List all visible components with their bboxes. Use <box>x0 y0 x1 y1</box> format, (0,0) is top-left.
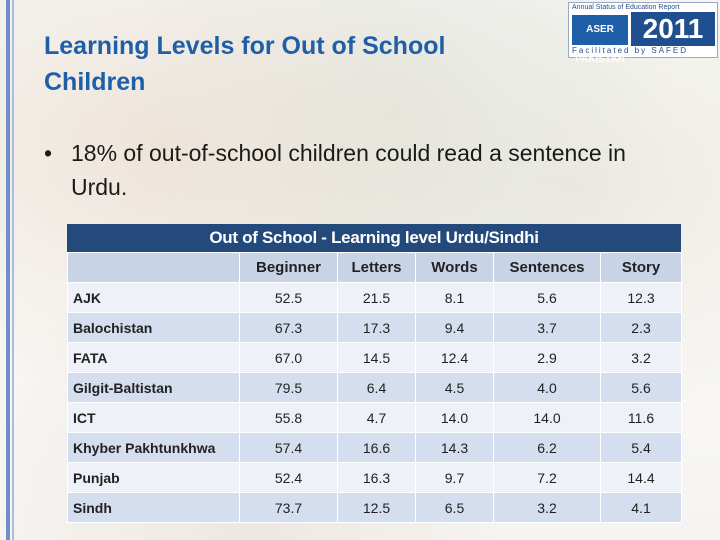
table-cell: 5.4 <box>600 432 682 463</box>
table-cell: 4.1 <box>600 492 682 523</box>
table-cell: 3.2 <box>493 492 601 523</box>
table-cell: 7.2 <box>493 462 601 493</box>
table-row: AJK 52.5 21.5 8.1 5.6 12.3 <box>67 282 682 313</box>
bullet-icon: • <box>44 140 53 166</box>
table-cell: 2.9 <box>493 342 601 373</box>
table-cell: 3.2 <box>600 342 682 373</box>
table-cell: 52.5 <box>239 282 338 313</box>
table-cell: 4.7 <box>337 402 416 433</box>
bullet-text: 18% of out-of-school children could read… <box>71 140 626 200</box>
table-cell: 14.5 <box>337 342 416 373</box>
table-row: Punjab 52.4 16.3 9.7 7.2 14.4 <box>67 462 682 493</box>
table-row: FATA 67.0 14.5 12.4 2.9 3.2 <box>67 342 682 373</box>
row-label: AJK <box>67 282 240 313</box>
table-cell: 4.0 <box>493 372 601 403</box>
table-cell: 5.6 <box>600 372 682 403</box>
table-cell: 17.3 <box>337 312 416 343</box>
table-cell: 57.4 <box>239 432 338 463</box>
table-cell: 9.4 <box>415 312 494 343</box>
aser-logo: Annual Status of Education Report ASER P… <box>568 2 718 65</box>
table-cell: 73.7 <box>239 492 338 523</box>
row-label: Balochistan <box>67 312 240 343</box>
data-table: Beginner Letters Words Sentences Story A… <box>67 252 682 523</box>
table-cell: 67.0 <box>239 342 338 373</box>
table-cell: 55.8 <box>239 402 338 433</box>
table-cell: 8.1 <box>415 282 494 313</box>
table-row: Khyber Pakhtunkhwa 57.4 16.6 14.3 6.2 5.… <box>67 432 682 463</box>
table-cell: 5.6 <box>493 282 601 313</box>
column-header-beginner: Beginner <box>239 252 338 283</box>
table-cell: 12.3 <box>600 282 682 313</box>
bullet-point: • 18% of out-of-school children could re… <box>44 136 664 204</box>
table-cell: 4.5 <box>415 372 494 403</box>
table-row: Sindh 73.7 12.5 6.5 3.2 4.1 <box>67 492 682 523</box>
row-label: Khyber Pakhtunkhwa <box>67 432 240 463</box>
row-label: Gilgit-Baltistan <box>67 372 240 403</box>
left-accent-bar-thin <box>12 0 14 540</box>
table-cell: 67.3 <box>239 312 338 343</box>
table-cell: 12.5 <box>337 492 416 523</box>
row-label: ICT <box>67 402 240 433</box>
column-header-story: Story <box>600 252 682 283</box>
row-label: Punjab <box>67 462 240 493</box>
table-cell: 6.4 <box>337 372 416 403</box>
table-cell: 12.4 <box>415 342 494 373</box>
table-cell: 6.5 <box>415 492 494 523</box>
table-cell: 3.7 <box>493 312 601 343</box>
table-cell: 2.3 <box>600 312 682 343</box>
table-cell: 79.5 <box>239 372 338 403</box>
logo-mark: ASER PAKISTAN <box>572 15 628 65</box>
table-cell: 16.6 <box>337 432 416 463</box>
table-cell: 14.4 <box>600 462 682 493</box>
table-cell: 6.2 <box>493 432 601 463</box>
logo-year: 2011 <box>631 12 715 46</box>
table-cell: 21.5 <box>337 282 416 313</box>
table-cell: 14.0 <box>493 402 601 433</box>
table-cell: 16.3 <box>337 462 416 493</box>
learning-level-table: Out of School - Learning level Urdu/Sind… <box>67 224 682 523</box>
table-row: ICT 55.8 4.7 14.0 14.0 11.6 <box>67 402 682 433</box>
row-label: FATA <box>67 342 240 373</box>
table-cell: 14.3 <box>415 432 494 463</box>
table-cell: 14.0 <box>415 402 494 433</box>
logo-bottom-text: Facilitated by SAFED <box>572 46 689 55</box>
table-cell: 9.7 <box>415 462 494 493</box>
table-title: Out of School - Learning level Urdu/Sind… <box>67 224 681 252</box>
table-row: Gilgit-Baltistan 79.5 6.4 4.5 4.0 5.6 <box>67 372 682 403</box>
table-cell: 52.4 <box>239 462 338 493</box>
table-cell: 11.6 <box>600 402 682 433</box>
row-label: Sindh <box>67 492 240 523</box>
slide-title: Learning Levels for Out of School Childr… <box>44 32 446 96</box>
column-header-region <box>67 252 240 283</box>
column-header-row: Beginner Letters Words Sentences Story <box>67 252 682 283</box>
table-row: Balochistan 67.3 17.3 9.4 3.7 2.3 <box>67 312 682 343</box>
column-header-sentences: Sentences <box>493 252 601 283</box>
column-header-letters: Letters <box>337 252 416 283</box>
left-accent-bar <box>6 0 10 540</box>
column-header-words: Words <box>415 252 494 283</box>
logo-top-text: Annual Status of Education Report <box>572 4 680 11</box>
